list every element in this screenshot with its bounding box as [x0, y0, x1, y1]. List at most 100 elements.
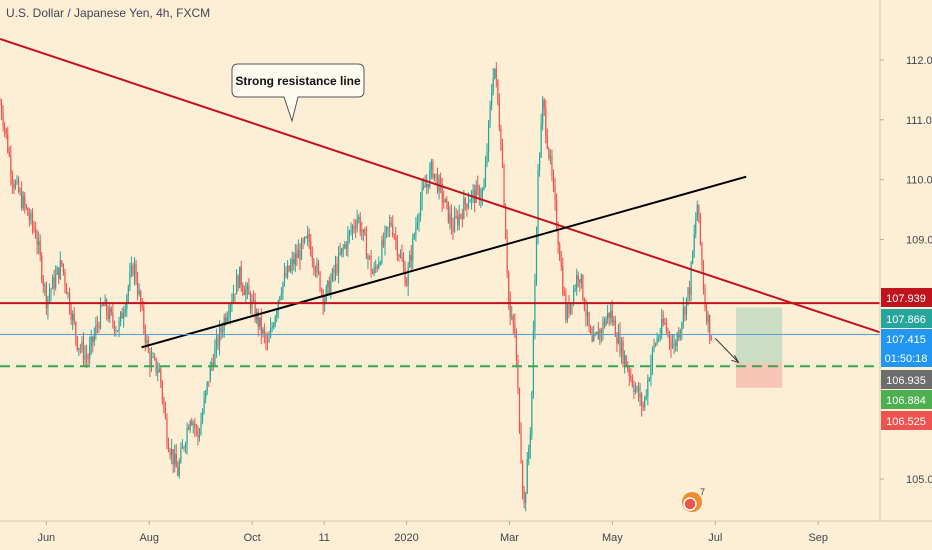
candle[interactable]: [337, 246, 340, 284]
candle[interactable]: [245, 281, 247, 303]
plot-area[interactable]: [0, 62, 712, 512]
candle[interactable]: [24, 191, 26, 214]
candle[interactable]: [154, 353, 156, 361]
candle[interactable]: [0, 99, 3, 121]
candle[interactable]: [654, 342, 657, 348]
candle[interactable]: [34, 221, 37, 239]
candle[interactable]: [56, 265, 58, 276]
candle[interactable]: [141, 298, 143, 311]
candle[interactable]: [477, 175, 479, 196]
candle[interactable]: [624, 350, 626, 374]
candle[interactable]: [81, 336, 83, 353]
candle[interactable]: [129, 262, 131, 292]
candle[interactable]: [605, 315, 607, 327]
candle[interactable]: [282, 281, 284, 300]
drawings[interactable]: [0, 37, 881, 388]
candle[interactable]: [2, 105, 4, 132]
candle[interactable]: [356, 209, 358, 233]
candle[interactable]: [130, 256, 133, 278]
candle[interactable]: [619, 321, 621, 358]
candle[interactable]: [566, 302, 569, 323]
candle[interactable]: [379, 260, 381, 267]
candle[interactable]: [276, 308, 278, 323]
candle[interactable]: [399, 249, 402, 259]
candle[interactable]: [195, 423, 197, 437]
candle[interactable]: [433, 173, 436, 182]
candle[interactable]: [362, 228, 364, 242]
candle[interactable]: [426, 173, 428, 195]
candle[interactable]: [611, 300, 613, 327]
candle[interactable]: [44, 282, 46, 296]
candle[interactable]: [143, 301, 145, 335]
candle[interactable]: [364, 227, 366, 236]
candle[interactable]: [93, 327, 95, 347]
candle[interactable]: [331, 267, 334, 283]
candle[interactable]: [460, 213, 462, 220]
candle[interactable]: [358, 214, 360, 224]
candle[interactable]: [58, 267, 60, 285]
candle[interactable]: [51, 274, 54, 290]
candle[interactable]: [14, 179, 17, 190]
candle[interactable]: [256, 308, 258, 324]
candle[interactable]: [370, 249, 372, 278]
candle[interactable]: [347, 226, 349, 257]
candle[interactable]: [359, 211, 361, 237]
candle[interactable]: [311, 246, 313, 268]
candle[interactable]: [339, 242, 341, 256]
candle[interactable]: [449, 205, 451, 230]
candle[interactable]: [699, 212, 701, 246]
candle[interactable]: [132, 262, 134, 277]
candle[interactable]: [497, 79, 499, 106]
candle[interactable]: [286, 260, 289, 280]
candle[interactable]: [240, 260, 242, 292]
candle[interactable]: [616, 332, 618, 352]
time-axis[interactable]: Jun Aug Oct 11 2020 Mar May Jul Sep: [37, 521, 828, 544]
candle[interactable]: [382, 232, 385, 248]
candle[interactable]: [529, 427, 531, 459]
candle[interactable]: [648, 376, 650, 382]
candle[interactable]: [13, 179, 15, 194]
candle[interactable]: [540, 113, 542, 159]
candle[interactable]: [395, 226, 397, 250]
candle[interactable]: [297, 239, 299, 259]
candle[interactable]: [486, 143, 488, 168]
candle[interactable]: [375, 259, 377, 274]
candle[interactable]: [673, 335, 675, 354]
candle[interactable]: [487, 119, 490, 162]
candle[interactable]: [665, 318, 667, 335]
candle[interactable]: [239, 266, 241, 289]
candle[interactable]: [526, 451, 528, 494]
candle[interactable]: [268, 330, 270, 343]
candle[interactable]: [288, 265, 290, 273]
candle[interactable]: [393, 233, 395, 241]
candle[interactable]: [47, 295, 49, 320]
candle[interactable]: [38, 231, 40, 255]
price-axis[interactable]: 105.000 109.000 110.000 111.000 112.000: [880, 55, 932, 486]
candle[interactable]: [560, 250, 562, 271]
candle[interactable]: [209, 361, 211, 383]
candle[interactable]: [634, 382, 637, 395]
candle[interactable]: [548, 146, 550, 161]
candle[interactable]: [232, 284, 235, 303]
candle[interactable]: [189, 419, 191, 433]
candle[interactable]: [443, 190, 445, 209]
candle[interactable]: [163, 396, 165, 414]
callout-strong-resistance[interactable]: Strong resistance line: [231, 63, 365, 123]
candle[interactable]: [214, 339, 216, 368]
candle[interactable]: [300, 237, 303, 261]
candle[interactable]: [607, 304, 609, 324]
candle[interactable]: [381, 235, 383, 265]
candle[interactable]: [11, 170, 13, 195]
candle[interactable]: [84, 345, 86, 367]
candle[interactable]: [328, 276, 330, 296]
candle[interactable]: [489, 100, 491, 128]
candle[interactable]: [441, 177, 443, 212]
candle[interactable]: [452, 217, 454, 240]
candle[interactable]: [314, 265, 317, 278]
candle[interactable]: [25, 203, 27, 211]
candle[interactable]: [220, 323, 222, 341]
candle[interactable]: [432, 158, 434, 180]
candle[interactable]: [237, 274, 239, 292]
candle[interactable]: [662, 310, 664, 327]
